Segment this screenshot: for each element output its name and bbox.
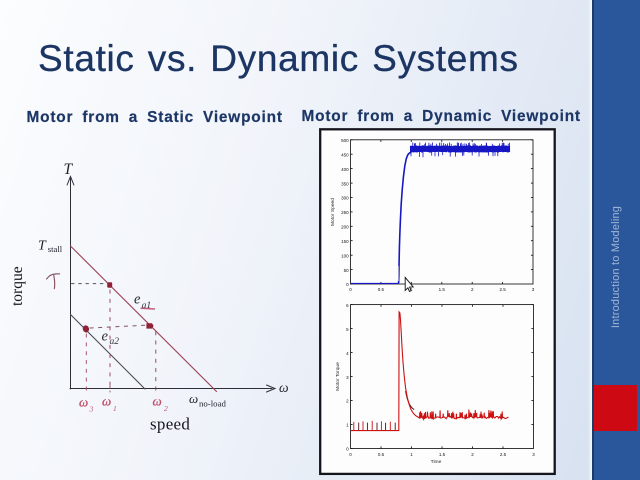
svg-text:3: 3 [89,405,94,414]
svg-text:2: 2 [471,287,474,292]
svg-text:Motor Torque: Motor Torque [335,362,341,391]
svg-text:torque: torque [9,266,26,306]
svg-text:5: 5 [346,327,349,332]
svg-text:1: 1 [410,287,413,292]
svg-text:2.5: 2.5 [499,287,506,292]
svg-text:speed: speed [150,415,190,434]
svg-text:450: 450 [341,152,349,157]
svg-text:a2: a2 [110,337,120,347]
svg-text:1.5: 1.5 [439,287,446,292]
svg-text:ω: ω [189,391,198,406]
svg-text:3: 3 [532,287,535,292]
svg-text:0: 0 [349,287,352,292]
svg-text:150: 150 [341,239,349,244]
svg-text:350: 350 [341,181,349,186]
svg-text:T: T [38,239,47,254]
svg-text:ω: ω [102,394,111,409]
svg-text:500: 500 [341,138,349,143]
svg-text:1.5: 1.5 [439,452,446,457]
svg-text:0.5: 0.5 [378,287,385,292]
svg-text:6: 6 [346,303,349,308]
svg-text:ω: ω [279,380,289,395]
svg-text:ω: ω [79,395,88,410]
svg-text:100: 100 [341,253,349,258]
svg-text:1: 1 [410,452,413,457]
svg-text:3: 3 [346,375,349,380]
svg-text:stall: stall [48,244,63,254]
svg-text:2.5: 2.5 [500,452,507,457]
svg-text:2: 2 [471,452,474,457]
svg-text:0: 0 [346,447,349,452]
svg-text:250: 250 [341,210,349,215]
svg-text:200: 200 [341,225,349,230]
svg-text:2: 2 [346,399,349,404]
svg-text:e: e [102,329,109,345]
svg-text:Time: Time [431,459,442,465]
svg-text:1: 1 [346,423,349,428]
svg-text:no-load: no-load [199,399,226,409]
svg-text:0.5: 0.5 [378,452,385,457]
svg-text:4: 4 [346,351,349,356]
svg-text:ω: ω [153,394,162,409]
svg-text:50: 50 [344,268,350,273]
svg-text:e: e [134,292,141,308]
svg-text:400: 400 [341,167,349,172]
svg-text:a1: a1 [142,301,152,311]
svg-text:Motor Speed: Motor Speed [330,198,336,226]
svg-text:0: 0 [349,452,352,457]
svg-text:0: 0 [346,282,349,287]
svg-text:3: 3 [532,452,535,457]
svg-text:T: T [64,161,74,178]
svg-text:2: 2 [164,404,168,413]
svg-text:1: 1 [113,404,117,413]
svg-text:300: 300 [341,196,349,201]
